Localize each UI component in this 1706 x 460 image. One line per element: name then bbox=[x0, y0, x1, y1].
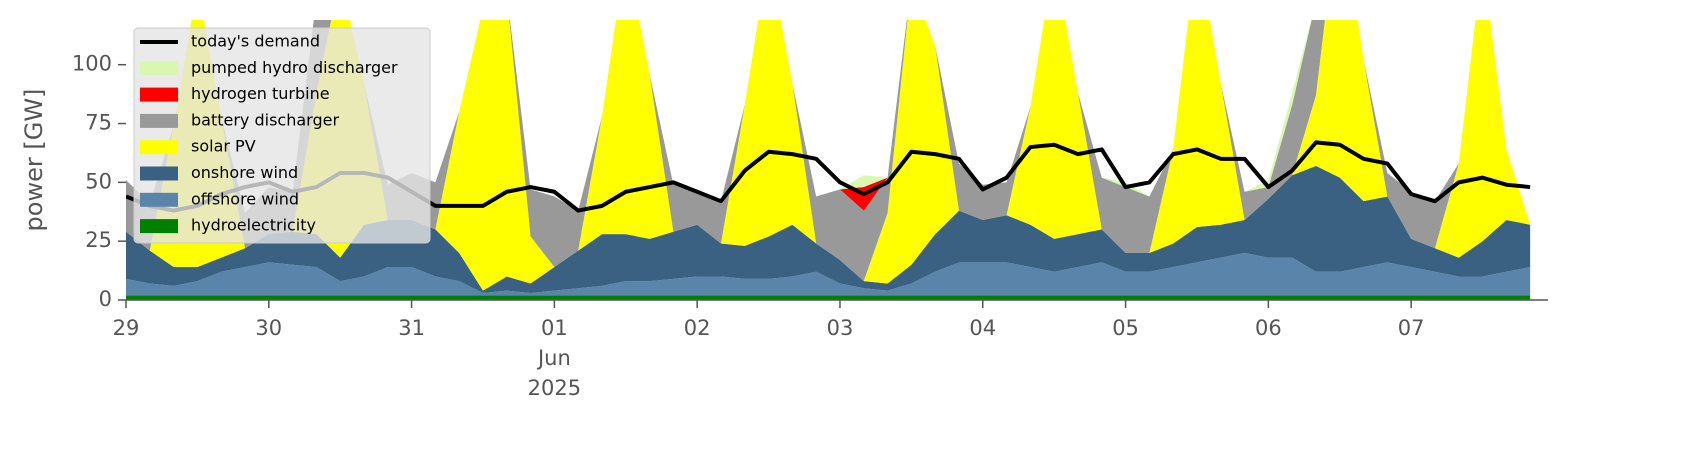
y-tick-label: 25 bbox=[85, 228, 112, 252]
x-tick-label: 01 Jun 2025 bbox=[527, 316, 582, 400]
x-tick-label: 07 bbox=[1397, 316, 1425, 340]
legend-label: battery discharger bbox=[191, 110, 339, 129]
legend-label: today's demand bbox=[191, 32, 320, 51]
legend-label: pumped hydro discharger bbox=[191, 58, 398, 77]
y-axis-label: power [GW] bbox=[20, 89, 48, 232]
legend-label: hydrogen turbine bbox=[191, 84, 330, 103]
legend-box bbox=[133, 27, 431, 244]
x-tick-label: 31 bbox=[398, 316, 425, 340]
y-tick-label: 0 bbox=[99, 287, 112, 311]
legend-patch bbox=[140, 192, 178, 207]
x-tick-label: 02 bbox=[683, 316, 711, 340]
legend-patch bbox=[140, 113, 178, 128]
legend-label: offshore wind bbox=[191, 189, 299, 208]
plot bbox=[126, 20, 1531, 300]
x-tick-label: 04 bbox=[969, 316, 997, 340]
x-tick-label: 30 bbox=[255, 316, 283, 340]
area bbox=[126, 295, 1531, 300]
x-tick-label: 05 bbox=[1112, 316, 1139, 340]
legend: today's demand pumped hydro discharger hyd… bbox=[133, 27, 431, 244]
y-tick-label: 50 bbox=[85, 169, 112, 193]
legend-patch bbox=[140, 166, 178, 181]
legend-label: hydroelectricity bbox=[191, 216, 316, 235]
legend-label: onshore wind bbox=[191, 163, 298, 182]
legend-patch bbox=[140, 219, 178, 234]
legend-patch bbox=[140, 61, 178, 76]
area bbox=[126, 165, 1531, 293]
legend-label: solar PV bbox=[191, 137, 256, 156]
area bbox=[126, 20, 1531, 282]
y-tick-label: 100 bbox=[72, 52, 112, 76]
x-tick-label: 06 bbox=[1254, 316, 1282, 340]
x-tick-label: 03 bbox=[826, 316, 854, 340]
area bbox=[126, 20, 1531, 291]
legend-patch bbox=[140, 140, 178, 155]
y-tick-label: 75 bbox=[85, 111, 112, 135]
x-tick-label: 29 bbox=[112, 316, 140, 340]
legend-patch bbox=[140, 87, 178, 102]
area bbox=[126, 252, 1531, 296]
